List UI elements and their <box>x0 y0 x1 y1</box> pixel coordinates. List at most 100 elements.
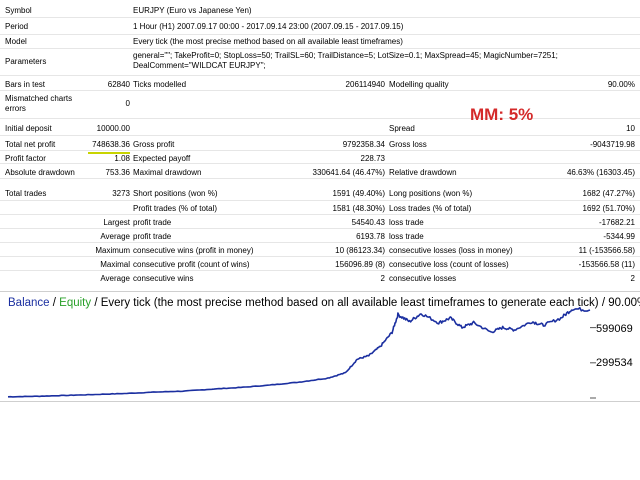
maximum-label: Maximum <box>95 246 130 255</box>
parameters-label: Parameters <box>5 57 47 66</box>
total-net-profit-label: Total net profit <box>5 140 56 149</box>
gross-loss-label: Gross loss <box>389 140 427 149</box>
short-positions-label: Short positions (won %) <box>133 189 218 198</box>
parameters-value-line2: DealComment="WILDCAT EURJPY"; <box>133 61 266 70</box>
row-divider <box>0 228 640 229</box>
profit-trades-value: 1581 (48.30%) <box>332 204 385 213</box>
row-divider <box>0 214 640 215</box>
loss-trades-label: Loss trades (% of total) <box>389 204 472 213</box>
model-label: Model <box>5 37 27 46</box>
balance-series-line <box>7 306 591 398</box>
spread-value: 10 <box>626 124 635 133</box>
avg-consec-losses-label: consecutive losses <box>389 274 457 283</box>
largest-label: Largest <box>103 218 130 227</box>
absolute-drawdown-label: Absolute drawdown <box>5 168 75 177</box>
row-divider <box>0 256 640 257</box>
total-trades-label: Total trades <box>5 189 47 198</box>
max-consec-losses-label: consecutive losses (loss in money) <box>389 246 513 255</box>
profit-factor-value: 1.08 <box>114 154 130 163</box>
row-divider <box>0 163 640 164</box>
largest-loss-trade-value: -17682.21 <box>598 218 635 227</box>
row-divider <box>0 48 640 49</box>
chart-title-equity: Equity <box>59 297 92 309</box>
maximal-drawdown-label: Maximal drawdown <box>133 168 202 177</box>
modelling-quality-label: Modelling quality <box>389 80 449 89</box>
expected-payoff-value: 228.73 <box>360 154 385 163</box>
short-positions-value: 1591 (49.40%) <box>332 189 385 198</box>
row-divider <box>0 135 640 136</box>
model-value: Every tick (the most precise method base… <box>133 37 403 46</box>
loss-trades-value: 1692 (51.70%) <box>582 204 635 213</box>
maximal-drawdown-value: 330641.64 (46.47%) <box>312 168 386 177</box>
relative-drawdown-label: Relative drawdown <box>389 168 457 177</box>
mismatched-label-line2: errors <box>5 104 26 113</box>
row-divider <box>0 178 640 179</box>
average-loss-trade-label: loss trade <box>389 232 424 241</box>
initial-deposit-value: 10000.00 <box>96 124 130 133</box>
maximal-label: Maximal <box>100 260 130 269</box>
relative-drawdown-value: 46.63% (16303.45) <box>566 168 635 177</box>
y-tick-label: 599069 <box>596 323 633 335</box>
balance-chart-area <box>0 291 640 402</box>
total-trades-value: 3273 <box>112 189 130 198</box>
mm-annotation: MM: 5% <box>470 105 534 124</box>
avg-consec-wins-value: 2 <box>380 274 385 283</box>
largest-profit-trade-label: profit trade <box>133 218 172 227</box>
largest-loss-trade-label: loss trade <box>389 218 424 227</box>
row-divider <box>0 90 640 91</box>
maximal-consec-profit-value: 156096.89 (8) <box>335 260 385 269</box>
row-divider <box>0 270 640 271</box>
absolute-drawdown-value: 753.36 <box>105 168 130 177</box>
avg-consec-losses-value: 2 <box>630 274 635 283</box>
row-divider <box>0 75 640 76</box>
average-profit-trade-value: 6193.78 <box>356 232 385 241</box>
row-divider <box>0 118 640 119</box>
total-net-profit-value: 748638.36 <box>92 140 130 149</box>
maximal-consec-loss-value: -153566.58 (11) <box>578 260 635 269</box>
period-value: 1 Hour (H1) 2007.09.17 00:00 - 2017.09.1… <box>133 22 404 31</box>
row-divider <box>0 200 640 201</box>
average-loss-trade-value: -5344.99 <box>603 232 635 241</box>
profit-trades-label: Profit trades (% of total) <box>133 204 218 213</box>
avg-consec-wins-label: consecutive wins <box>133 274 194 283</box>
row-divider <box>0 34 640 35</box>
ticks-modelled-label: Ticks modelled <box>133 80 187 89</box>
largest-profit-trade-value: 54540.43 <box>351 218 385 227</box>
average-profit-trade-label: profit trade <box>133 232 172 241</box>
ticks-modelled-value: 206114940 <box>345 80 385 89</box>
average-label: Average <box>100 232 130 241</box>
row-divider <box>0 17 640 18</box>
net-profit-highlight-underline <box>88 152 130 154</box>
balance-chart <box>7 306 596 399</box>
initial-deposit-label: Initial deposit <box>5 124 52 133</box>
maximal-consec-profit-label: consecutive profit (count of wins) <box>133 260 250 269</box>
long-positions-label: Long positions (won %) <box>389 189 473 198</box>
long-positions-value: 1682 (47.27%) <box>582 189 635 198</box>
max-consec-wins-label: consecutive wins (profit in money) <box>133 246 254 255</box>
period-label: Period <box>5 22 29 31</box>
chart-title-description: / Every tick (the most precise method ba… <box>91 297 640 309</box>
row-divider <box>0 242 640 243</box>
row-divider <box>0 150 640 151</box>
bars-in-test-value: 62840 <box>107 80 130 89</box>
y-tick-label: 299534 <box>596 357 633 369</box>
mismatched-label-line1: Mismatched charts <box>5 94 73 103</box>
max-consec-losses-value: 11 (-153566.58) <box>578 246 635 255</box>
chart-title-balance: Balance <box>8 297 50 309</box>
gross-loss-value: -9043719.98 <box>590 140 635 149</box>
bars-in-test-label: Bars in test <box>5 80 46 89</box>
mismatched-value: 0 <box>125 99 130 108</box>
max-consec-wins-value: 10 (86123.34) <box>335 246 385 255</box>
chart-title: Balance / Equity / Every tick (the most … <box>8 297 640 310</box>
maximal-consec-loss-label: consecutive loss (count of losses) <box>389 260 509 269</box>
expected-payoff-label: Expected payoff <box>133 154 191 163</box>
spread-label: Spread <box>389 124 415 133</box>
symbol-value: EURJPY (Euro vs Japanese Yen) <box>133 6 252 15</box>
average-consec-label: Average <box>100 274 130 283</box>
parameters-value-line1: general=""; TakeProfit=0; StopLoss=50; T… <box>133 51 558 60</box>
chart-title-separator: / <box>49 297 60 309</box>
gross-profit-value: 9792358.34 <box>342 140 385 149</box>
symbol-label: Symbol <box>5 6 32 15</box>
profit-factor-label: Profit factor <box>5 154 46 163</box>
modelling-quality-value: 90.00% <box>607 80 635 89</box>
